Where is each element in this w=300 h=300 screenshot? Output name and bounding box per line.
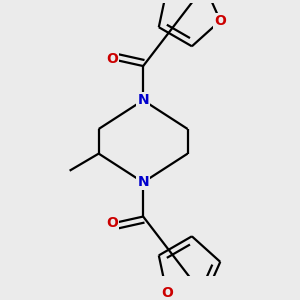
Text: O: O (214, 14, 226, 28)
Text: O: O (161, 286, 173, 300)
Text: O: O (106, 216, 118, 230)
Text: O: O (106, 52, 118, 66)
Text: N: N (137, 175, 149, 189)
Text: N: N (137, 93, 149, 107)
